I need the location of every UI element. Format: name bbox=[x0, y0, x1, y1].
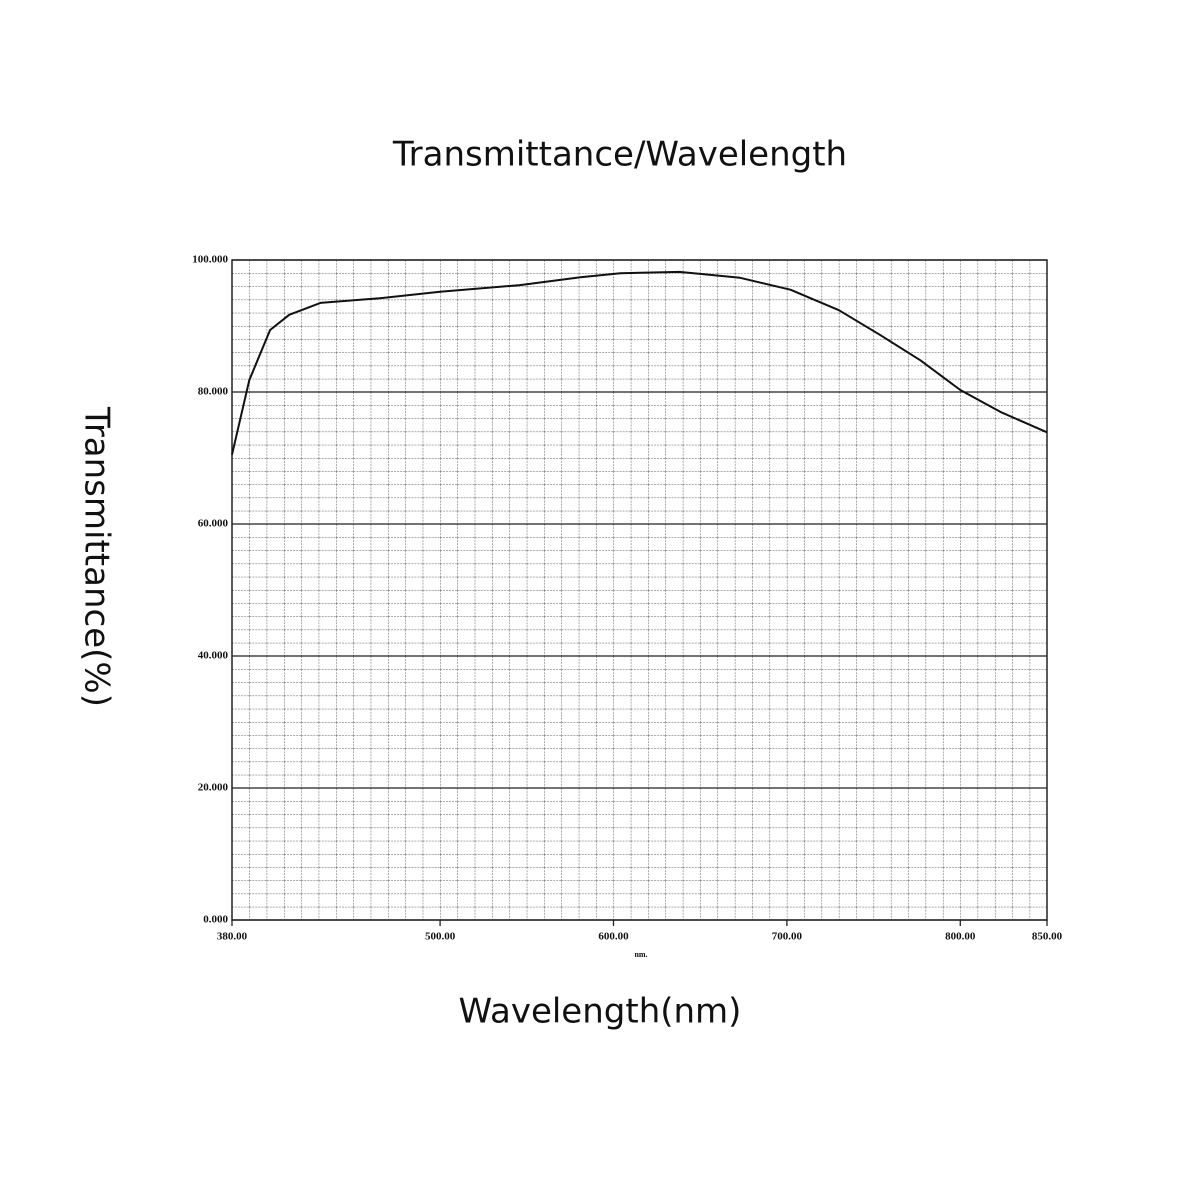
plot-frame bbox=[231, 259, 1048, 921]
minor-grid bbox=[232, 260, 1047, 920]
x-unit: nm. bbox=[634, 950, 647, 959]
y-tick-label: 0.000 bbox=[203, 914, 228, 926]
x-tick-label: 700.00 bbox=[772, 931, 803, 943]
y-tick-label: 80.000 bbox=[198, 386, 229, 398]
x-tick-label: 600.00 bbox=[598, 931, 629, 943]
chart-title: Transmittance/Wavelength bbox=[392, 135, 847, 175]
y-axis-label: Transmittance(%) bbox=[77, 406, 117, 707]
x-axis-label: Wavelength(nm) bbox=[459, 992, 742, 1032]
x-tick-label: 500.00 bbox=[425, 931, 456, 943]
y-tick-label: 60.000 bbox=[198, 518, 229, 530]
y-tick-label: 100.000 bbox=[192, 254, 228, 266]
line bbox=[231, 270, 1048, 455]
y-tick-label: 20.000 bbox=[198, 782, 229, 794]
x-tick-label: 380.00 bbox=[217, 931, 248, 943]
x-tick-label: 850.00 bbox=[1032, 931, 1063, 943]
y-tick-label: 40.000 bbox=[198, 650, 229, 662]
x-tick-label: 800.00 bbox=[945, 931, 976, 943]
